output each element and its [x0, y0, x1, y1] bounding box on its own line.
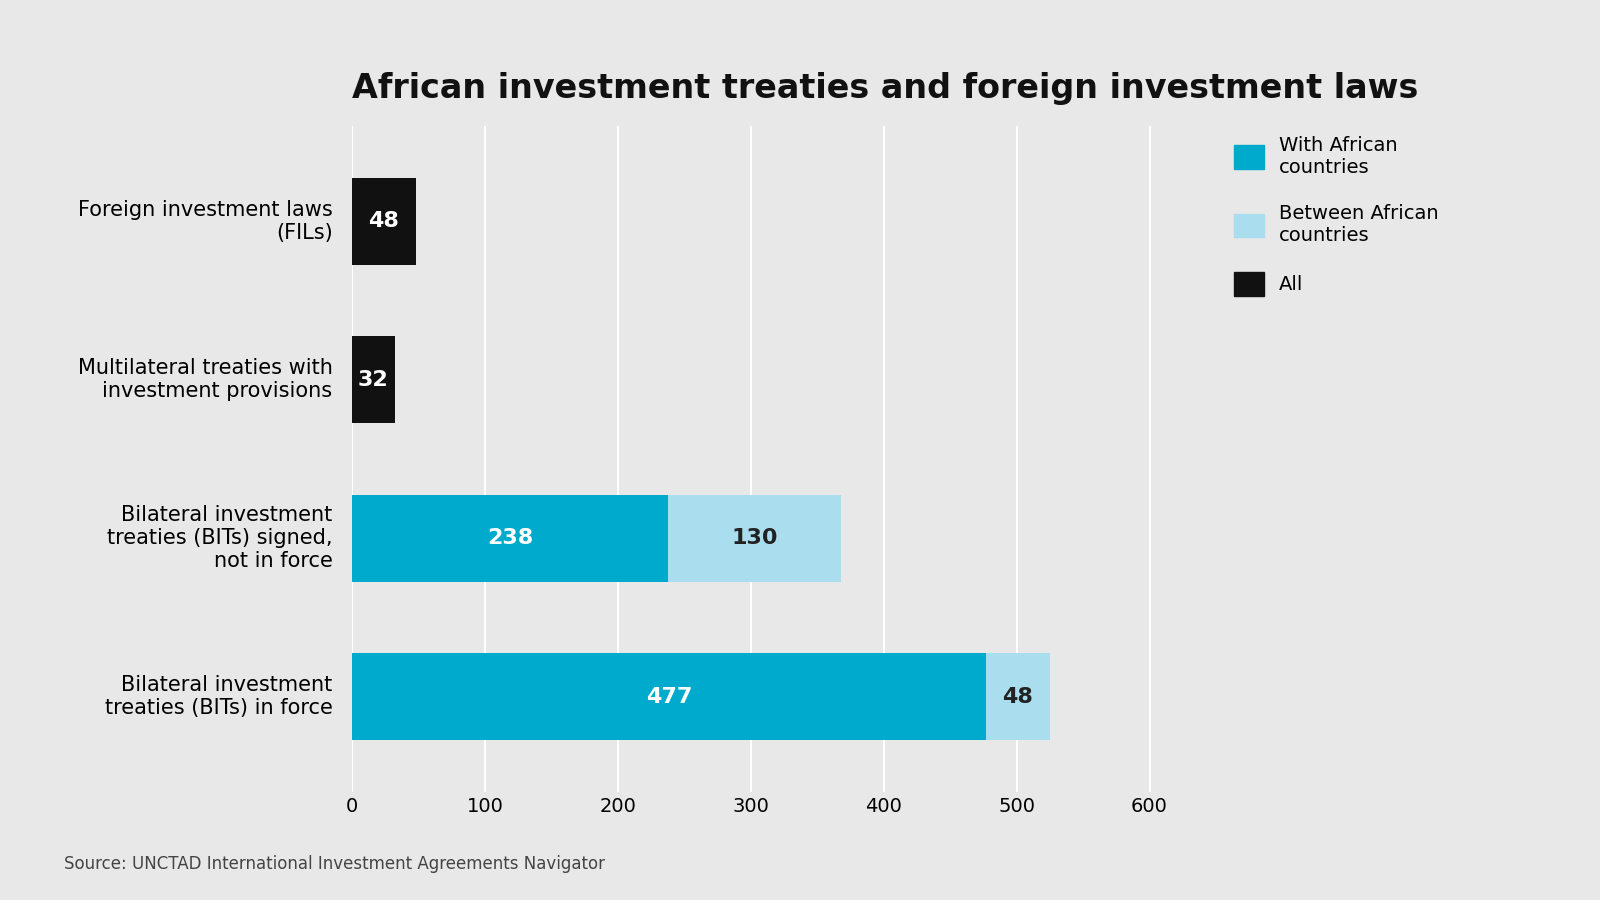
Bar: [669, 495, 842, 582]
Text: 477: 477: [646, 687, 693, 707]
Text: 238: 238: [486, 528, 533, 548]
Text: 48: 48: [368, 212, 400, 231]
Text: 48: 48: [1003, 687, 1034, 707]
Bar: [352, 495, 669, 582]
Bar: [352, 336, 395, 423]
Text: Source: UNCTAD International Investment Agreements Navigator: Source: UNCTAD International Investment …: [64, 855, 605, 873]
Legend: With African
countries, Between African
countries, All: With African countries, Between African …: [1234, 136, 1438, 296]
Text: 32: 32: [358, 370, 389, 390]
Bar: [352, 177, 416, 265]
Text: African investment treaties and foreign investment laws: African investment treaties and foreign …: [352, 72, 1418, 105]
Bar: [352, 653, 986, 741]
Bar: [986, 653, 1050, 741]
Text: 130: 130: [731, 528, 778, 548]
